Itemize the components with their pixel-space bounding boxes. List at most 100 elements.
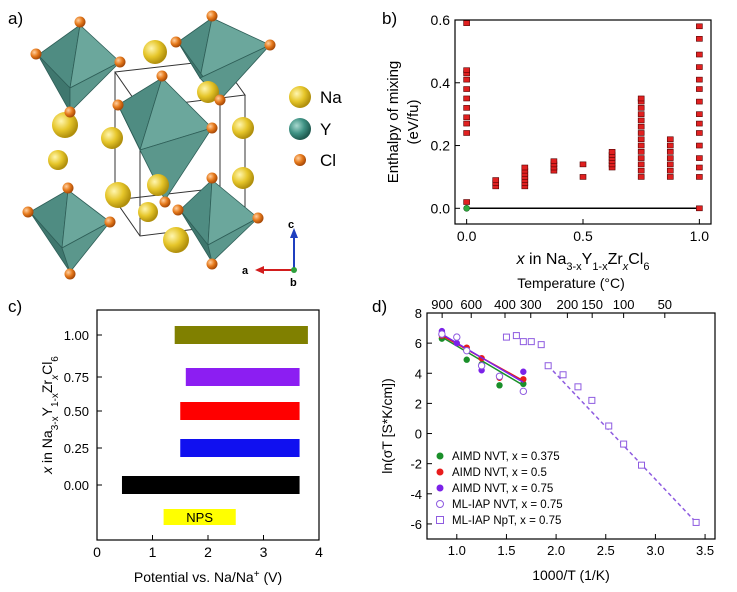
panel-b-ytick-label: 0.4 <box>431 75 451 91</box>
panel-b-data-point <box>463 130 470 136</box>
panel-b-data-point <box>696 51 703 58</box>
panel-d-point <box>502 333 510 341</box>
panel-d-legend-label: AIMD NVT, x = 0.5 <box>452 467 547 479</box>
panel-d-point <box>438 330 446 338</box>
panel-c-frame <box>96 309 320 541</box>
legend-cl-label: Cl <box>320 151 336 170</box>
panel-c-marks: NPS <box>121 326 308 525</box>
panel-d-point <box>544 362 552 370</box>
panel-d-fit-line <box>441 333 524 383</box>
panel-b-data-point <box>463 120 470 127</box>
panel-b-ytick-label: 0.6 <box>431 12 451 28</box>
panel-b-data-point <box>696 86 703 92</box>
panel-b-data-point <box>696 164 703 171</box>
panel-b-data-point <box>696 130 703 136</box>
panel-d-ytick-label: 8 <box>415 306 422 321</box>
panel-d-legend-marker <box>436 468 444 476</box>
panel-d-top-tick-label: 50 <box>658 297 672 312</box>
panel-b-ylabel-line1: Enthalpy of mixing <box>385 61 402 184</box>
panel-d-xtick-label: 1.0 <box>448 543 466 558</box>
panel-b-data-point <box>579 161 587 168</box>
panel-b-ytick-label: 0.0 <box>431 200 451 216</box>
panel-c-bar <box>180 439 300 457</box>
panel-d-xtick-label: 2.5 <box>597 543 615 558</box>
panel-d-legend-label: AIMD NVT, x = 0.75 <box>452 483 553 495</box>
panel-d-point <box>453 333 461 341</box>
panel-b-data-point <box>696 111 703 117</box>
panel-b-data-point <box>637 142 645 149</box>
panel-d-frame <box>426 312 716 540</box>
sodium-atoms <box>48 40 254 253</box>
panel-b-data-point <box>637 111 645 117</box>
panel-d-ytick-label: -6 <box>410 517 422 532</box>
panel-d-ytick-label: -4 <box>410 487 422 502</box>
panel-b-label: b) <box>382 9 397 28</box>
panel-d-top-label: Temperature (°C) <box>517 275 625 291</box>
panel-d-point <box>559 371 567 379</box>
panel-d-top-tick-label: 300 <box>520 297 542 312</box>
panel-d-point <box>477 362 486 370</box>
panel-d-point <box>495 372 504 380</box>
panel-b-data-point <box>637 136 645 143</box>
panel-b-data-point <box>637 105 645 111</box>
panel-c-bar <box>121 476 300 494</box>
panel-b-data-point <box>666 174 674 180</box>
panel-d-top-tick-label: 900 <box>431 297 453 312</box>
panel-b-data-point <box>521 164 529 171</box>
panel-b-data-point <box>463 76 470 83</box>
panel-c-ytick-label: 0.75 <box>64 370 89 385</box>
panel-a-crystal-structure: a) <box>8 9 342 289</box>
axis-a-label: a <box>242 265 249 277</box>
panel-d-ytick-label: -2 <box>410 457 422 472</box>
panel-d-top-tick-label: 600 <box>460 297 482 312</box>
panel-b-data-point <box>666 149 674 155</box>
panel-d-marks <box>438 327 700 526</box>
octahedron-bottom-right <box>179 179 259 263</box>
panel-d-legend-marker <box>436 516 444 524</box>
panel-c-ytick-label: 0.25 <box>64 441 89 456</box>
panel-b-data-point <box>463 20 470 26</box>
panel-c-stability-window: c) 0 1 2 3 4 1.00 0.75 0.50 0.25 0.00 NPS x in Na… <box>8 297 323 585</box>
panel-c-xtick-label: 3 <box>260 544 268 560</box>
panel-b-xtick-label: 0.5 <box>573 228 593 244</box>
octahedron-bottom-left <box>29 189 111 273</box>
panel-c-ytick-label: 1.00 <box>64 328 89 343</box>
panel-b-data-point <box>666 136 674 143</box>
panel-c-ytick-label: 0.50 <box>64 404 89 419</box>
panel-d-point <box>692 518 700 526</box>
panel-b-data-point <box>579 174 587 180</box>
panel-d-ytick-label: 4 <box>415 366 422 381</box>
panel-b-data-point <box>666 167 674 174</box>
panel-b-data-point <box>492 177 500 183</box>
panel-b-data-point <box>666 142 674 149</box>
panel-d-legend-label: ML-IAP NVT, x = 0.75 <box>452 499 563 511</box>
panel-d-ytick-label: 2 <box>415 396 422 411</box>
panel-d-ticks: 1.0 1.5 2.0 2.5 3.0 3.5 -6 -4 -2 0 2 4 6 8 900 600 400 30… <box>410 297 714 558</box>
panel-c-nps-label: NPS <box>186 510 213 525</box>
panel-d-point <box>519 338 527 346</box>
panel-b-data-point <box>696 155 703 161</box>
panel-b-xtick-label: 0.0 <box>457 228 477 244</box>
panel-d-xtick-label: 3.5 <box>696 543 714 558</box>
panel-c-xlabel: Potential vs. Na/Na+ (V) <box>134 569 282 586</box>
panel-b-data-point <box>463 114 470 121</box>
panel-d-xtick-label: 1.5 <box>497 543 515 558</box>
panel-c-xtick-label: 2 <box>204 544 212 560</box>
panel-b-data-point <box>637 161 645 168</box>
panel-c-nps-bar <box>163 509 236 525</box>
panel-b-frame <box>454 19 712 225</box>
panel-b-data-point <box>608 149 616 155</box>
panel-c-bar <box>180 402 300 420</box>
panel-b-data-point <box>463 67 470 74</box>
panel-d-legend-label: AIMD NVT, x = 0.375 <box>452 451 560 463</box>
legend-cl-swatch <box>294 154 306 166</box>
panel-c-ticks: 0 1 2 3 4 1.00 0.75 0.50 0.25 0.00 <box>64 328 323 560</box>
panel-d-xtick-label: 2.0 <box>547 543 565 558</box>
structure-legend: Na Y Cl <box>289 86 342 170</box>
panel-b-data-point <box>696 174 703 180</box>
panel-b-data-point <box>637 117 645 124</box>
panel-a-label: a) <box>8 9 23 28</box>
panel-b-data-point <box>637 123 645 130</box>
panel-d-top-tick-label: 150 <box>581 297 603 312</box>
